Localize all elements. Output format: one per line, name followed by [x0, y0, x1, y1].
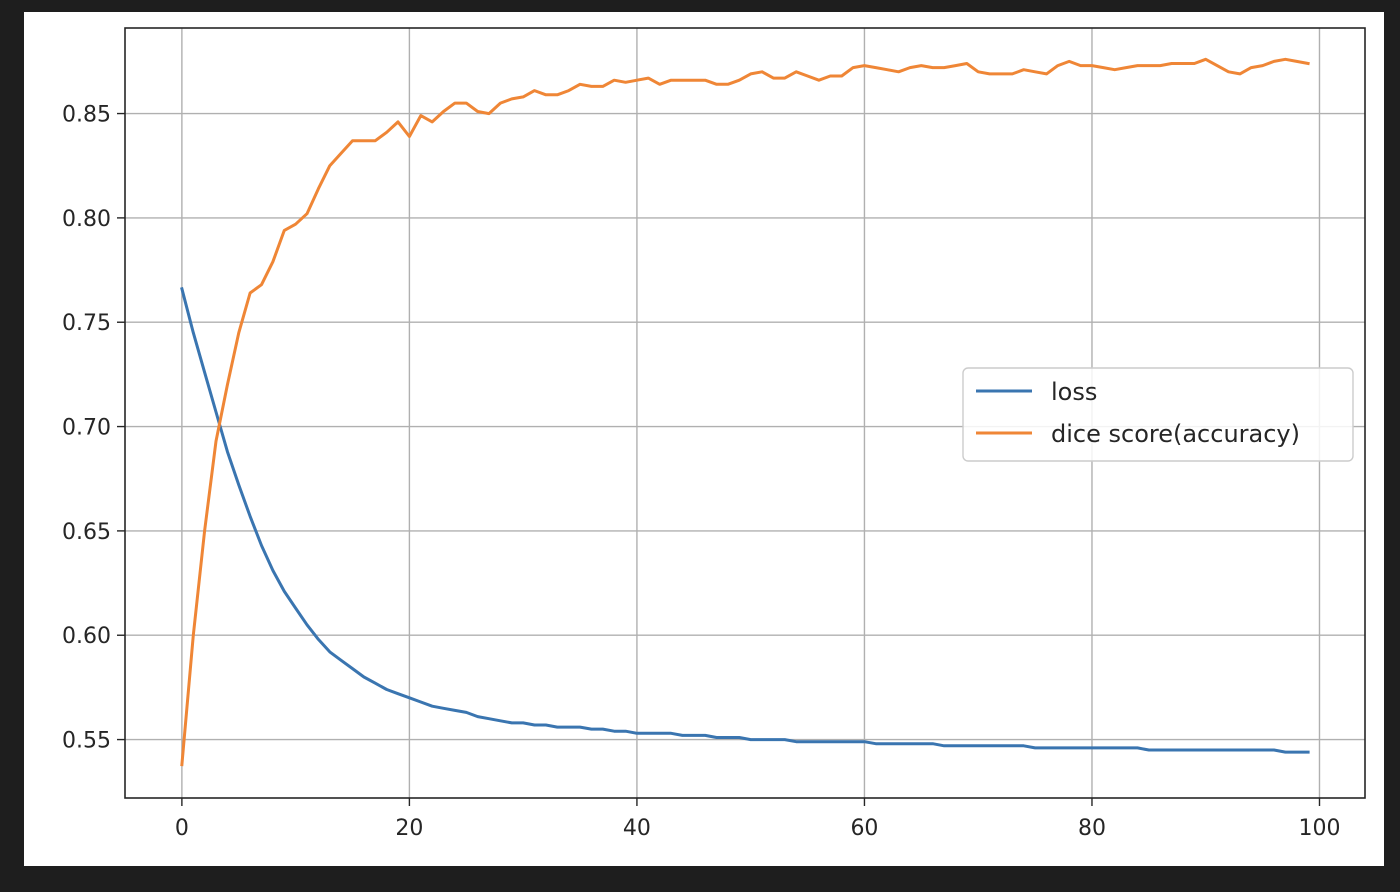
legend: loss dice score(accuracy)	[962, 367, 1354, 462]
y-tick-label: 0.65	[62, 520, 111, 545]
legend-box	[962, 367, 1354, 462]
legend-label-dice-score: dice score(accuracy)	[1051, 420, 1300, 448]
x-tick-label: 100	[1298, 816, 1340, 841]
legend-label-loss: loss	[1051, 378, 1097, 406]
series-line-loss	[180, 286, 1310, 754]
plot-frame	[124, 27, 1366, 799]
y-tick-label: 0.75	[62, 311, 111, 336]
figure: 0 20 40 60 80 100 0.55 0.60 0.65 0.70 0.75 0.80 0.85…	[24, 12, 1384, 866]
x-tick-label: 60	[850, 816, 878, 841]
x-tick-label: 0	[175, 816, 189, 841]
y-tick-label: 0.85	[62, 103, 111, 128]
line-chart: 0 20 40 60 80 100 0.55 0.60 0.65 0.70 0.75 0.80 0.85…	[62, 27, 1366, 841]
x-tick-label: 20	[395, 816, 423, 841]
series-line-dice-score	[180, 57, 1310, 767]
x-tick-label: 80	[1078, 816, 1106, 841]
x-tick-label: 40	[623, 816, 651, 841]
y-tick-label: 0.60	[62, 624, 111, 649]
y-tick-label: 0.70	[62, 416, 111, 441]
y-tick-label: 0.80	[62, 207, 111, 232]
y-tick-label: 0.55	[62, 729, 111, 754]
